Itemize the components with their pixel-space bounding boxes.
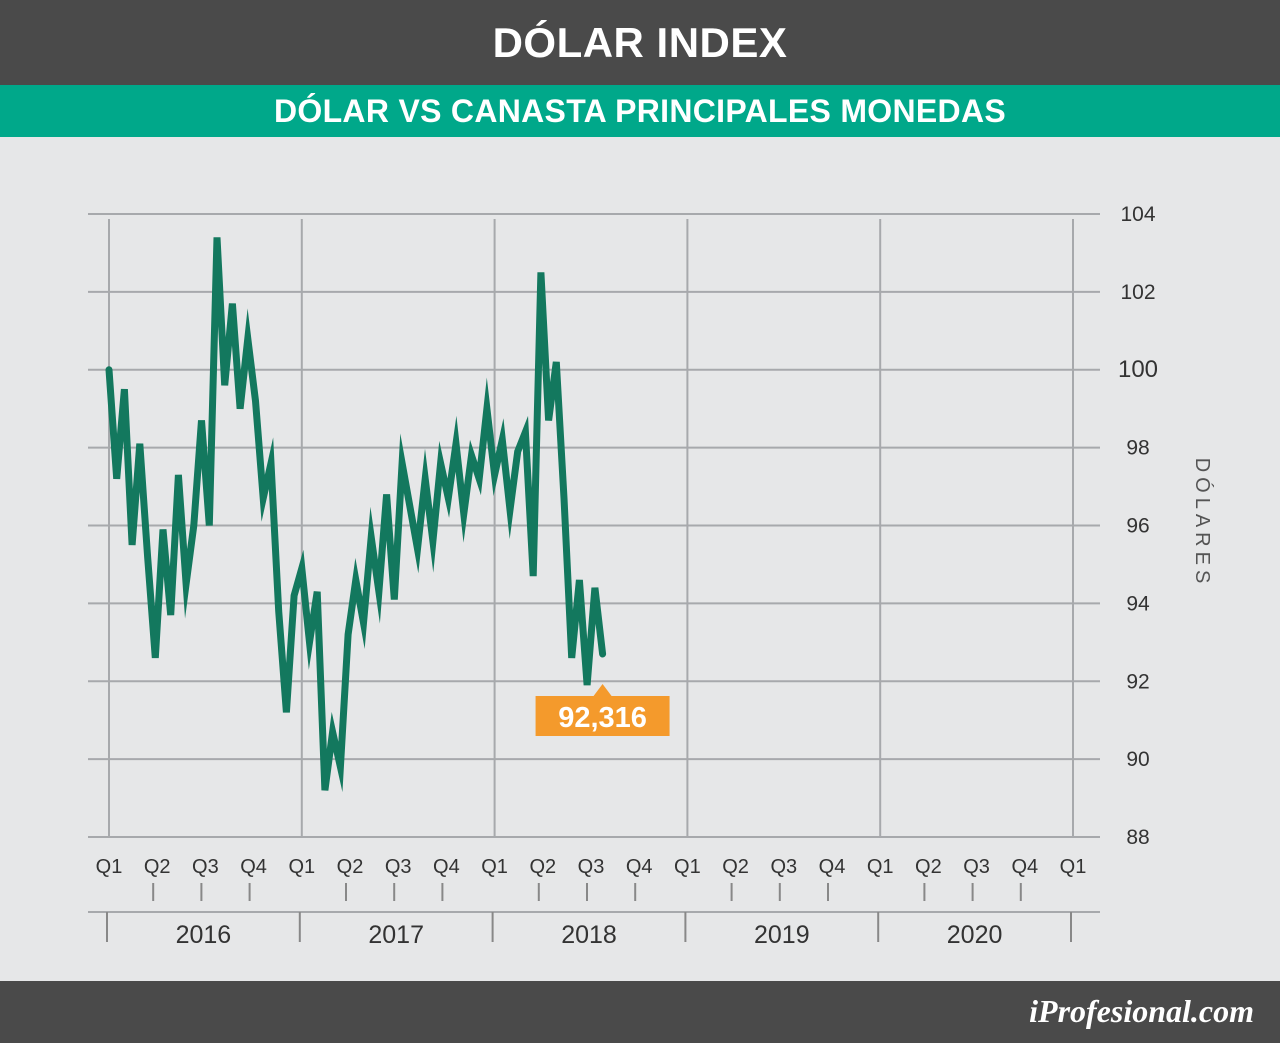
x-tick-label: Q4 [819,856,846,878]
x-tick-label: Q1 [96,856,123,878]
y-tick-label: 90 [1126,748,1149,771]
y-tick-label: 102 [1120,281,1155,304]
y-tick-label: 92 [1126,670,1149,693]
grid-lines [88,213,1100,838]
x-tick-label: Q2 [337,856,364,878]
year-label: 2017 [368,921,424,949]
series-line [105,237,607,793]
x-tick-label: Q4 [626,856,653,878]
x-tick-label: Q1 [288,856,315,878]
x-tick-label: Q3 [578,856,605,878]
x-tick-label: Q1 [867,856,894,878]
x-tick-label: Q3 [385,856,412,878]
y-axis-label: DÓLARES [1191,458,1214,589]
x-tick-label: Q3 [770,856,797,878]
x-tick-label: Q1 [1060,856,1087,878]
series-layer [105,237,607,793]
chart-subtitle: DÓLAR VS CANASTA PRINCIPALES MONEDAS [0,85,1280,137]
x-tick-label: Q1 [674,856,701,878]
x-tick-label: Q2 [722,856,749,878]
x-tick-label: Q1 [481,856,508,878]
x-axis-years: 2016 2017 2018 2019 2020 [88,911,1100,949]
year-label: 2016 [176,921,232,949]
year-label: 2018 [561,921,617,949]
x-tick-label: Q3 [963,856,990,878]
footer-bar: iProfesional.com [0,981,1280,1043]
x-tick-label: Q2 [529,856,556,878]
x-tick-label: Q3 [192,856,219,878]
last-value-callout: 92,316 [535,684,670,736]
y-tick-label: 104 [1120,203,1155,226]
y-tick-label: 96 [1126,515,1149,538]
callout-box [535,684,670,736]
x-tick-label: Q2 [144,856,171,878]
year-label: 2020 [947,921,1003,949]
x-tick-label: Q2 [915,856,942,878]
brand-logo: iProfesional.com [1029,993,1254,1029]
y-tick-label: 88 [1126,826,1149,849]
x-tick-label: Q4 [1011,856,1038,878]
x-tick-label: Q4 [433,856,460,878]
y-tick-label: 100 [1118,356,1158,383]
year-label: 2019 [754,921,810,949]
y-tick-labels: 88 90 92 94 96 98 100 102 104 [1118,203,1158,849]
y-tick-label: 94 [1126,592,1150,615]
chart-title: DÓLAR INDEX [0,0,1280,85]
x-tick-label: Q4 [240,856,267,878]
callout-value: 92,316 [558,702,647,734]
y-tick-label: 98 [1126,437,1149,460]
x-axis-quarters: Q1 Q2 Q3 Q4 Q1 Q2 Q3 Q4 Q1 Q2 Q3 Q4 Q1 Q2 Q3 Q4 Q1 Q2 Q3 Q4… [96,856,1087,901]
